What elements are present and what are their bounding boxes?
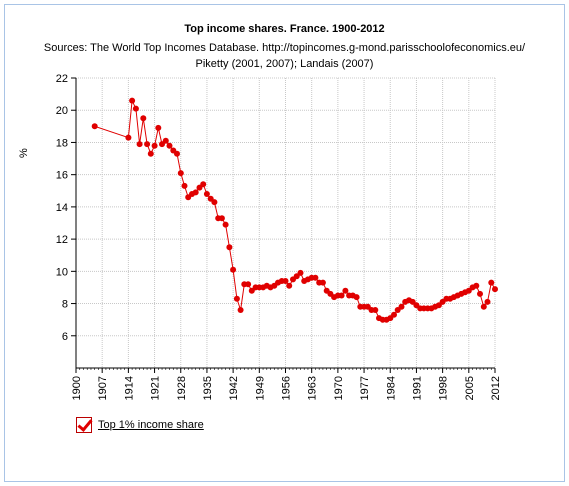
x-tick-label: 1921 <box>150 376 162 400</box>
data-point <box>192 189 199 196</box>
data-point <box>297 269 304 276</box>
legend[interactable]: Top 1% income share <box>76 417 204 433</box>
data-point <box>484 298 491 305</box>
x-tick-label: 1977 <box>359 376 371 400</box>
data-point <box>155 124 162 131</box>
data-point <box>136 141 143 148</box>
x-tick-label: 1900 <box>71 376 83 400</box>
x-tick-label: 1942 <box>228 376 240 400</box>
data-point <box>211 199 218 206</box>
data-point <box>144 141 151 148</box>
x-tick-label: 1991 <box>411 376 423 400</box>
data-point <box>391 311 397 318</box>
y-tick-labels: 6 8 10 12 14 16 18 20 22 <box>56 73 68 343</box>
data-point <box>488 279 495 286</box>
y-tick-label: 18 <box>56 137 68 149</box>
data-point <box>473 282 480 289</box>
data-point <box>162 137 169 144</box>
x-tick-label: 1998 <box>438 376 450 400</box>
x-tick-label: 2005 <box>464 376 476 400</box>
y-tick-label: 16 <box>56 170 68 182</box>
chart-frame <box>4 4 565 482</box>
data-point <box>129 97 136 104</box>
data-point <box>398 303 405 310</box>
data-point <box>125 134 132 141</box>
x-tick-label: 1949 <box>254 376 266 400</box>
data-point <box>342 287 349 294</box>
data-point <box>353 294 360 301</box>
data-point <box>203 191 210 197</box>
axes <box>71 77 496 373</box>
x-tick-label: 1907 <box>97 376 109 400</box>
data-point <box>140 115 147 122</box>
y-tick-label: 10 <box>56 266 68 278</box>
x-tick-label: 1956 <box>281 376 293 400</box>
legend-item-top-1pct[interactable]: Top 1% income share <box>98 419 204 431</box>
data-point <box>151 142 158 149</box>
x-tick-label: 1963 <box>307 376 319 400</box>
x-tick-label: 2012 <box>490 376 502 400</box>
data-point <box>237 307 244 313</box>
data-point <box>177 170 184 177</box>
chart-subtitle: Sources: The World Top Incomes Database.… <box>0 40 569 72</box>
data-point <box>181 182 188 189</box>
y-tick-label: 12 <box>56 234 68 246</box>
x-tick-label: 1970 <box>333 376 345 400</box>
chart-title: Top income shares. France. 1900-2012 <box>184 23 385 35</box>
y-tick-label: 14 <box>56 202 68 214</box>
data-point <box>477 290 483 297</box>
data-point <box>91 123 98 130</box>
data-point <box>218 215 225 222</box>
legend-checkbox[interactable] <box>76 417 92 433</box>
series-layer <box>91 97 498 323</box>
y-tick-label: 20 <box>56 105 68 117</box>
data-point <box>338 292 345 299</box>
x-tick-labels: 1900 1907 1914 1921 1928 1935 1942 1949 1956 1963… <box>71 376 502 400</box>
data-point <box>226 244 233 251</box>
y-tick-label: 22 <box>56 73 68 85</box>
data-point <box>319 279 326 286</box>
data-point <box>233 295 240 302</box>
data-point <box>372 307 379 313</box>
y-tick-label: 6 <box>62 331 68 343</box>
x-tick-label: 1914 <box>123 376 135 400</box>
y-tick-label: 8 <box>62 299 68 311</box>
data-point <box>282 278 289 284</box>
x-tick-label: 1935 <box>202 376 214 400</box>
data-point <box>245 281 252 288</box>
subtitle-line-1: Sources: The World Top Incomes Database.… <box>43 42 526 54</box>
data-point <box>492 286 498 293</box>
grid-lines <box>75 77 496 368</box>
data-point <box>174 150 180 157</box>
x-tick-label: 1984 <box>385 376 397 400</box>
data-point <box>200 181 207 188</box>
data-point <box>222 221 229 228</box>
data-point <box>147 150 154 157</box>
x-tick-label: 1928 <box>176 376 188 400</box>
data-point <box>230 266 237 273</box>
data-point <box>480 303 487 310</box>
subtitle-line-2: Piketty (2001, 2007); Landais (2007) <box>195 58 374 70</box>
data-point <box>132 105 139 112</box>
data-point <box>286 282 293 289</box>
data-point <box>312 274 319 281</box>
data-point <box>166 142 173 149</box>
